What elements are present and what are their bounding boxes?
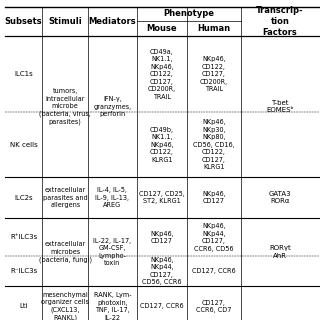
Text: RORγt
AhR: RORγt AhR (269, 245, 291, 259)
Text: CD127, CCR6: CD127, CCR6 (140, 303, 184, 309)
Text: CD127, CCR6: CD127, CCR6 (192, 268, 236, 274)
Text: NKp46,
NKp44,
CD127,
CD56, CCR6: NKp46, NKp44, CD127, CD56, CCR6 (142, 257, 182, 285)
Text: ILC2s: ILC2s (14, 195, 33, 201)
Text: Human: Human (197, 24, 230, 33)
Text: RANK, Lym-
photoxin,
TNF, IL-17,
IL-22: RANK, Lym- photoxin, TNF, IL-17, IL-22 (93, 292, 131, 320)
Text: R⁺ILC3s: R⁺ILC3s (10, 234, 37, 240)
Text: tumors,
intracellular
microbe
(bacteria, virus,
parasites): tumors, intracellular microbe (bacteria,… (39, 88, 91, 125)
Text: Mouse: Mouse (147, 24, 177, 33)
Text: Phenotype: Phenotype (163, 9, 214, 19)
Text: IL-22, IL-17,
GM-CSF,
Lympho-
toxin: IL-22, IL-17, GM-CSF, Lympho- toxin (93, 238, 132, 266)
Text: extracellular
parasites and
allergens: extracellular parasites and allergens (43, 187, 88, 208)
Text: Subsets: Subsets (5, 17, 42, 26)
Text: Mediators: Mediators (89, 17, 136, 26)
Text: T-bet
EOMESᵇ: T-bet EOMESᵇ (266, 100, 294, 113)
Text: IFN-γ,
granzymes,
perforin: IFN-γ, granzymes, perforin (93, 96, 132, 117)
Text: CD49a,
NK1.1,
NKp46,
CD122,
CD127,
CD200R,
TRAIL: CD49a, NK1.1, NKp46, CD122, CD127, CD200… (148, 49, 176, 100)
Text: CD49b,
NK1.1,
NKp46,
CD122,
KLRG1: CD49b, NK1.1, NKp46, CD122, KLRG1 (150, 127, 174, 163)
Text: IL-4, IL-5,
IL-9, IL-13,
AREG: IL-4, IL-5, IL-9, IL-13, AREG (95, 187, 129, 208)
Text: CD127,
CCR6, CD7: CD127, CCR6, CD7 (196, 300, 232, 313)
Text: NKp46,
CD127: NKp46, CD127 (150, 231, 174, 244)
Text: NKp46,
CD127: NKp46, CD127 (202, 191, 226, 204)
Text: NK cells: NK cells (10, 142, 37, 148)
Text: mesenchymal
organizer cells
(CXCL13,
RANKL): mesenchymal organizer cells (CXCL13, RAN… (41, 292, 89, 320)
Text: NKp46,
CD122,
CD127,
CD200R,
TRAIL: NKp46, CD122, CD127, CD200R, TRAIL (200, 56, 228, 92)
Text: Stimuli: Stimuli (48, 17, 82, 26)
Text: NKp46,
NKp30,
NKp80,
CD56, CD16,
CD122,
CD127,
KLRG1: NKp46, NKp30, NKp80, CD56, CD16, CD122, … (193, 119, 235, 170)
Text: GATA3
RORα: GATA3 RORα (269, 191, 291, 204)
Text: CD127, CD25,
ST2, KLRG1: CD127, CD25, ST2, KLRG1 (139, 191, 185, 204)
Text: ILC1s: ILC1s (14, 71, 33, 77)
Text: R⁻ILC3s: R⁻ILC3s (10, 268, 37, 274)
Text: extracellular
microbes
(bacteria, fungi): extracellular microbes (bacteria, fungi) (39, 241, 92, 263)
Text: NKp46,
NKp44,
CD127,
CCR6, CD56: NKp46, NKp44, CD127, CCR6, CD56 (194, 223, 234, 252)
Text: Lti: Lti (19, 303, 28, 309)
Text: Transcrip-
tion
Factors: Transcrip- tion Factors (256, 6, 304, 37)
